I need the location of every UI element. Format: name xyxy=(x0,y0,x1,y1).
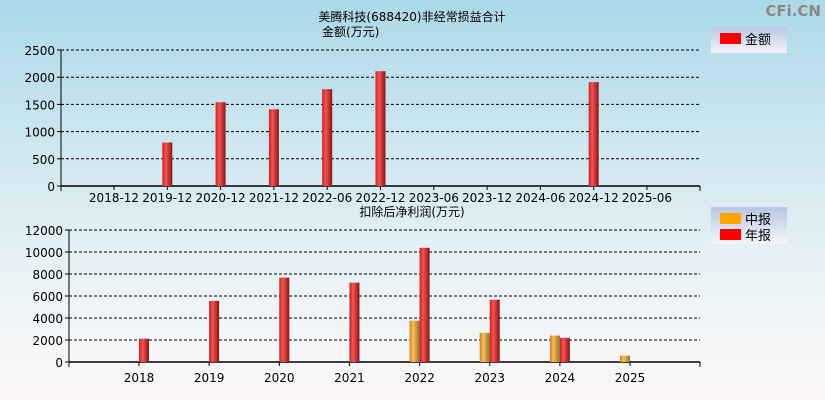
y-tick-label: 2500 xyxy=(24,44,55,58)
chart-subtitle: 金额(万元) xyxy=(322,24,379,39)
bar-金额 xyxy=(162,142,173,186)
x-tick-label: 2019 xyxy=(194,371,225,385)
y-tick-label: 500 xyxy=(32,153,55,167)
y-tick-label: 4000 xyxy=(32,312,63,326)
legend-item: 中报 xyxy=(711,210,787,228)
bar-中报 xyxy=(549,335,560,362)
legend-label: 年报 xyxy=(745,228,772,244)
x-tick-label: 2023 xyxy=(474,371,505,385)
x-tick-label: 2023-06 xyxy=(409,191,459,205)
x-tick-label: 2022-06 xyxy=(302,191,352,205)
chart-title: 扣除后净利润(万元) xyxy=(359,204,464,219)
y-tick-label: 8000 xyxy=(32,268,63,282)
legend-swatch xyxy=(720,212,741,224)
bar-年报 xyxy=(139,338,149,362)
bar-年报 xyxy=(209,300,220,362)
bar-年报 xyxy=(349,282,360,362)
legend-label: 金额 xyxy=(745,32,772,48)
y-tick-label: 1000 xyxy=(24,126,55,140)
x-tick-label: 2020 xyxy=(264,371,295,385)
x-tick-label: 2024-06 xyxy=(515,191,565,205)
x-tick-label: 2018 xyxy=(124,371,155,385)
watermark: CFi.CN xyxy=(765,2,821,20)
legend-chart1: 金额 xyxy=(711,27,787,53)
x-tick-label: 2019-12 xyxy=(142,191,192,205)
x-tick-label: 2025-06 xyxy=(622,191,672,205)
legend-swatch xyxy=(720,228,741,240)
x-tick-label: 2023-12 xyxy=(462,191,512,205)
bar-年报 xyxy=(279,277,290,362)
legend-chart2: 中报 年报 xyxy=(711,207,787,244)
x-tick-label: 2024 xyxy=(545,371,576,385)
y-tick-label: 1500 xyxy=(24,98,55,112)
legend-swatch xyxy=(720,32,741,44)
bar-中报 xyxy=(479,332,490,362)
bar-金额 xyxy=(375,71,386,186)
chart-title: 美腾科技(688420)非经常损益合计 xyxy=(318,9,505,24)
bar-年报 xyxy=(419,247,430,362)
bar-年报 xyxy=(489,299,500,362)
legend-item: 金额 xyxy=(711,30,787,48)
bar-中报 xyxy=(409,320,420,362)
bar-年报 xyxy=(559,337,570,362)
bar-金额 xyxy=(322,89,333,186)
bar-金额 xyxy=(215,102,226,186)
bar-中报 xyxy=(620,355,631,362)
y-tick-label: 12000 xyxy=(25,224,63,238)
y-tick-label: 10000 xyxy=(25,246,63,260)
x-tick-label: 2025 xyxy=(615,371,646,385)
x-tick-label: 2022 xyxy=(404,371,435,385)
bar-金额 xyxy=(268,109,279,186)
y-tick-label: 2000 xyxy=(24,71,55,85)
legend-item: 年报 xyxy=(711,226,787,244)
x-tick-label: 2018-12 xyxy=(89,191,139,205)
x-tick-label: 2021 xyxy=(334,371,365,385)
x-tick-label: 2020-12 xyxy=(196,191,246,205)
bar-金额 xyxy=(588,82,599,186)
x-tick-label: 2022-12 xyxy=(355,191,405,205)
y-tick-label: 0 xyxy=(47,180,55,194)
y-tick-label: 6000 xyxy=(32,290,63,304)
y-tick-label: 0 xyxy=(55,356,63,370)
x-tick-label: 2024-12 xyxy=(569,191,619,205)
legend-label: 中报 xyxy=(745,212,772,228)
y-tick-label: 2000 xyxy=(32,334,63,348)
x-tick-label: 2021-12 xyxy=(249,191,299,205)
